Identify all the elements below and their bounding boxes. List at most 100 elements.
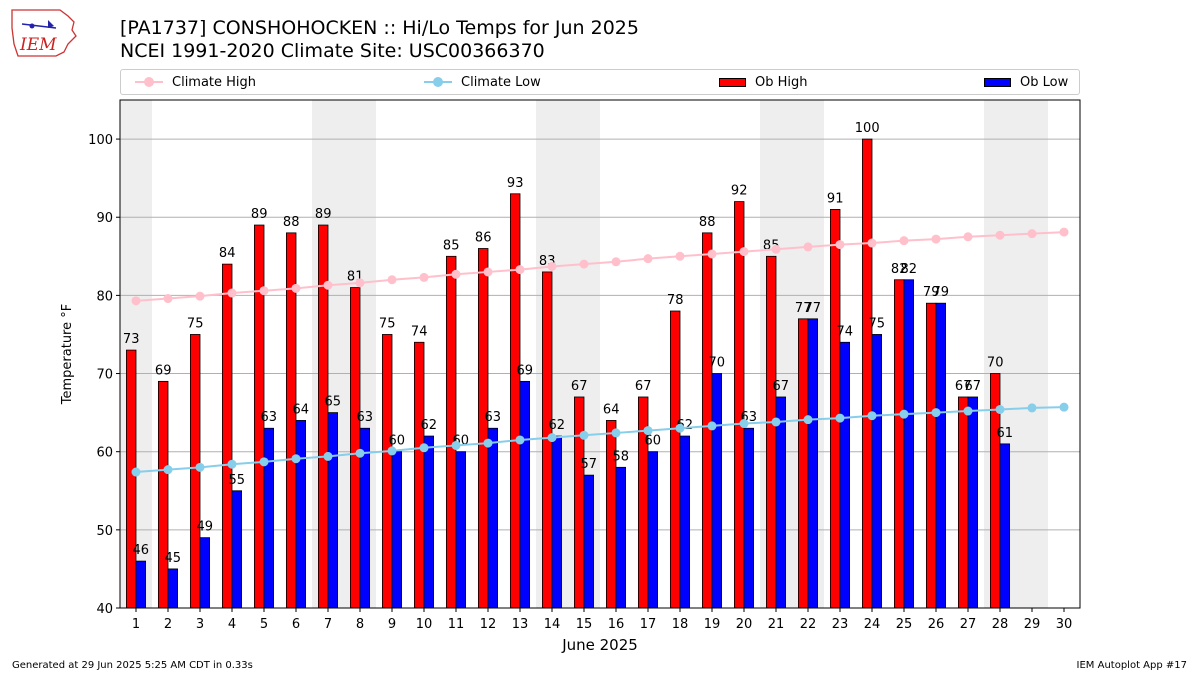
x-tick-label: 10 bbox=[416, 617, 433, 632]
climate-low-point bbox=[643, 426, 653, 436]
ob-low-bar bbox=[391, 451, 403, 609]
climate-high-point bbox=[771, 244, 781, 254]
logo-text: IEM bbox=[19, 35, 57, 55]
y-tick-label: 50 bbox=[96, 524, 113, 539]
ob-low-bar bbox=[871, 334, 883, 609]
ob-high-bar bbox=[477, 248, 489, 609]
ob-low-value-label: 55 bbox=[229, 473, 246, 488]
ob-low-bar bbox=[135, 560, 147, 609]
climate-high-point bbox=[579, 259, 589, 269]
ob-low-value-label: 82 bbox=[901, 262, 918, 277]
climate-low-point bbox=[355, 448, 365, 458]
x-tick-label: 2 bbox=[164, 617, 172, 632]
x-tick-label: 14 bbox=[544, 617, 561, 632]
ob-low-value-label: 64 bbox=[293, 402, 310, 417]
x-tick-label: 20 bbox=[736, 617, 753, 632]
ob-high-value-label: 91 bbox=[827, 191, 844, 206]
climate-high-point bbox=[419, 272, 429, 282]
climate-high-point bbox=[899, 236, 909, 246]
ob-low-value-label: 57 bbox=[581, 457, 598, 472]
ob-high-bar bbox=[221, 263, 233, 609]
x-tick-label: 4 bbox=[228, 617, 236, 632]
ob-high-value-label: 73 bbox=[123, 332, 140, 347]
ob-low-value-label: 70 bbox=[709, 356, 726, 371]
ob-low-bar bbox=[935, 302, 947, 609]
climate-high-point bbox=[515, 265, 525, 275]
ob-high-bar bbox=[670, 310, 681, 609]
ob-low-bar bbox=[327, 412, 339, 609]
climate-high-point bbox=[643, 254, 653, 264]
ob-high-value-label: 84 bbox=[219, 246, 236, 261]
ob-low-bar bbox=[807, 318, 819, 609]
ob-high-bar bbox=[157, 380, 169, 609]
climate-low-point bbox=[931, 408, 941, 418]
ob-high-value-label: 75 bbox=[379, 316, 396, 331]
x-tick-label: 8 bbox=[356, 617, 364, 632]
ob-low-bar bbox=[519, 380, 531, 609]
x-tick-label: 22 bbox=[800, 617, 817, 632]
y-tick-label: 60 bbox=[96, 446, 113, 461]
ob-high-bar bbox=[830, 209, 841, 609]
ob-low-value-label: 77 bbox=[805, 301, 822, 316]
x-tick-label: 18 bbox=[672, 617, 689, 632]
climate-high-point bbox=[835, 240, 845, 250]
chart-title: [PA1737] CONSHOHOCKEN :: Hi/Lo Temps for… bbox=[120, 17, 639, 39]
ob-high-bar bbox=[734, 201, 745, 609]
ob-low-bar bbox=[967, 396, 979, 609]
x-tick-label: 1 bbox=[132, 617, 140, 632]
ob-low-bar bbox=[583, 474, 595, 609]
x-tick-label: 9 bbox=[388, 617, 396, 632]
climate-low-point bbox=[227, 459, 237, 469]
climate-high-point bbox=[675, 251, 685, 261]
ob-high-bar bbox=[413, 341, 425, 609]
x-tick-label: 16 bbox=[608, 617, 625, 632]
climate-high-point bbox=[963, 232, 973, 242]
ob-low-bar bbox=[903, 279, 915, 609]
climate-high-point bbox=[323, 280, 333, 290]
ob-high-value-label: 85 bbox=[443, 238, 460, 253]
legend-label-climate-low: Climate Low bbox=[461, 74, 541, 90]
climate-low-point bbox=[163, 465, 173, 475]
climate-high-point bbox=[131, 296, 141, 306]
y-axis-label: Temperature °F bbox=[60, 304, 75, 405]
ob-high-value-label: 79 bbox=[923, 285, 940, 300]
x-tick-label: 26 bbox=[928, 617, 945, 632]
x-tick-label: 7 bbox=[324, 617, 332, 632]
ob-low-value-label: 63 bbox=[485, 410, 502, 425]
ob-high-value-label: 88 bbox=[283, 215, 300, 230]
ob-low-bar bbox=[679, 435, 691, 609]
ob-low-value-label: 46 bbox=[133, 543, 150, 558]
weekend-shade-band bbox=[1016, 100, 1048, 608]
ob-low-bar bbox=[231, 490, 243, 609]
climate-low-point bbox=[963, 406, 973, 416]
ob-low-value-label: 60 bbox=[645, 434, 662, 449]
x-tick-label: 17 bbox=[640, 617, 657, 632]
x-tick-label: 6 bbox=[292, 617, 300, 632]
ob-low-bar bbox=[167, 568, 179, 609]
ob-high-bar bbox=[445, 255, 457, 609]
ob-low-bar bbox=[775, 396, 787, 609]
climate-high-point bbox=[707, 249, 717, 259]
ob-high-value-label: 67 bbox=[955, 379, 972, 394]
ob-high-bar bbox=[702, 232, 713, 609]
y-tick-label: 40 bbox=[96, 602, 113, 617]
climate-low-point bbox=[547, 433, 557, 443]
ob-high-bar bbox=[126, 349, 137, 609]
climate-low-point bbox=[515, 435, 525, 445]
ob-high-value-label: 92 bbox=[731, 184, 748, 199]
climate-low-point bbox=[195, 462, 205, 472]
ob-low-value-label: 62 bbox=[549, 418, 566, 433]
climate-low-point bbox=[995, 404, 1005, 414]
x-tick-label: 30 bbox=[1056, 617, 1073, 632]
climate-low-point bbox=[291, 454, 301, 464]
climate-high-point bbox=[195, 291, 205, 301]
ob-high-value-label: 75 bbox=[187, 316, 204, 331]
x-tick-label: 25 bbox=[896, 617, 913, 632]
climate-low-point bbox=[803, 415, 813, 425]
ob-high-bar bbox=[381, 334, 393, 609]
climate-low-point bbox=[483, 438, 493, 448]
climate-high-point bbox=[355, 278, 365, 288]
climate-low-point bbox=[835, 413, 845, 423]
ob-low-value-label: 61 bbox=[997, 426, 1014, 441]
climate-high-point bbox=[995, 230, 1005, 240]
